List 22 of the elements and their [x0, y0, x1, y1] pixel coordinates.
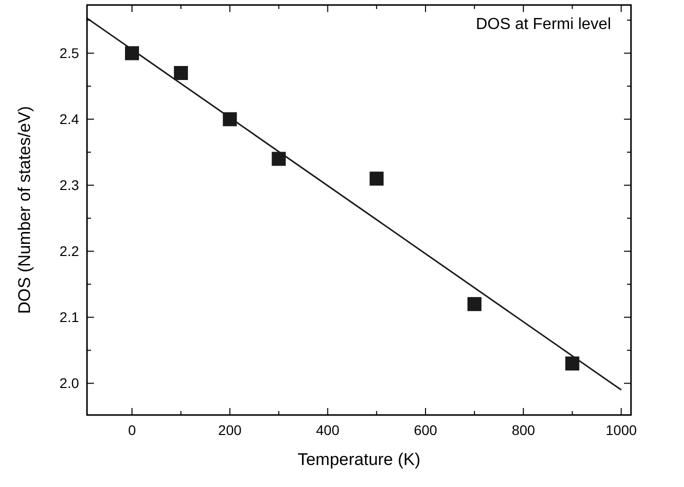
x-tick-label: 600 [414, 422, 438, 438]
annotation: DOS at Fermi level [476, 16, 611, 33]
x-tick-label: 0 [128, 422, 136, 438]
point [222, 112, 237, 126]
x-tick-label: 1000 [606, 422, 637, 438]
point [272, 152, 286, 166]
y-tick-label: 2.4 [60, 111, 80, 128]
y-axis-title: DOS (Number of states/eV) [15, 106, 34, 314]
point [467, 297, 482, 312]
y-tick-label: 2.1 [60, 309, 80, 326]
point [174, 66, 188, 80]
point [125, 46, 140, 60]
y-tick-label: 2.5 [60, 45, 80, 62]
point [565, 356, 580, 370]
x-axis-title: Temperature (K) [298, 450, 420, 469]
x-tick-label: 800 [512, 422, 536, 438]
x-tick-label: 400 [316, 422, 340, 438]
x-tick-label: 200 [218, 422, 242, 438]
point [370, 172, 384, 186]
y-tick-label: 2.2 [60, 243, 80, 260]
y-tick-label: 2.3 [60, 177, 80, 194]
text: 2.0 [60, 375, 79, 392]
